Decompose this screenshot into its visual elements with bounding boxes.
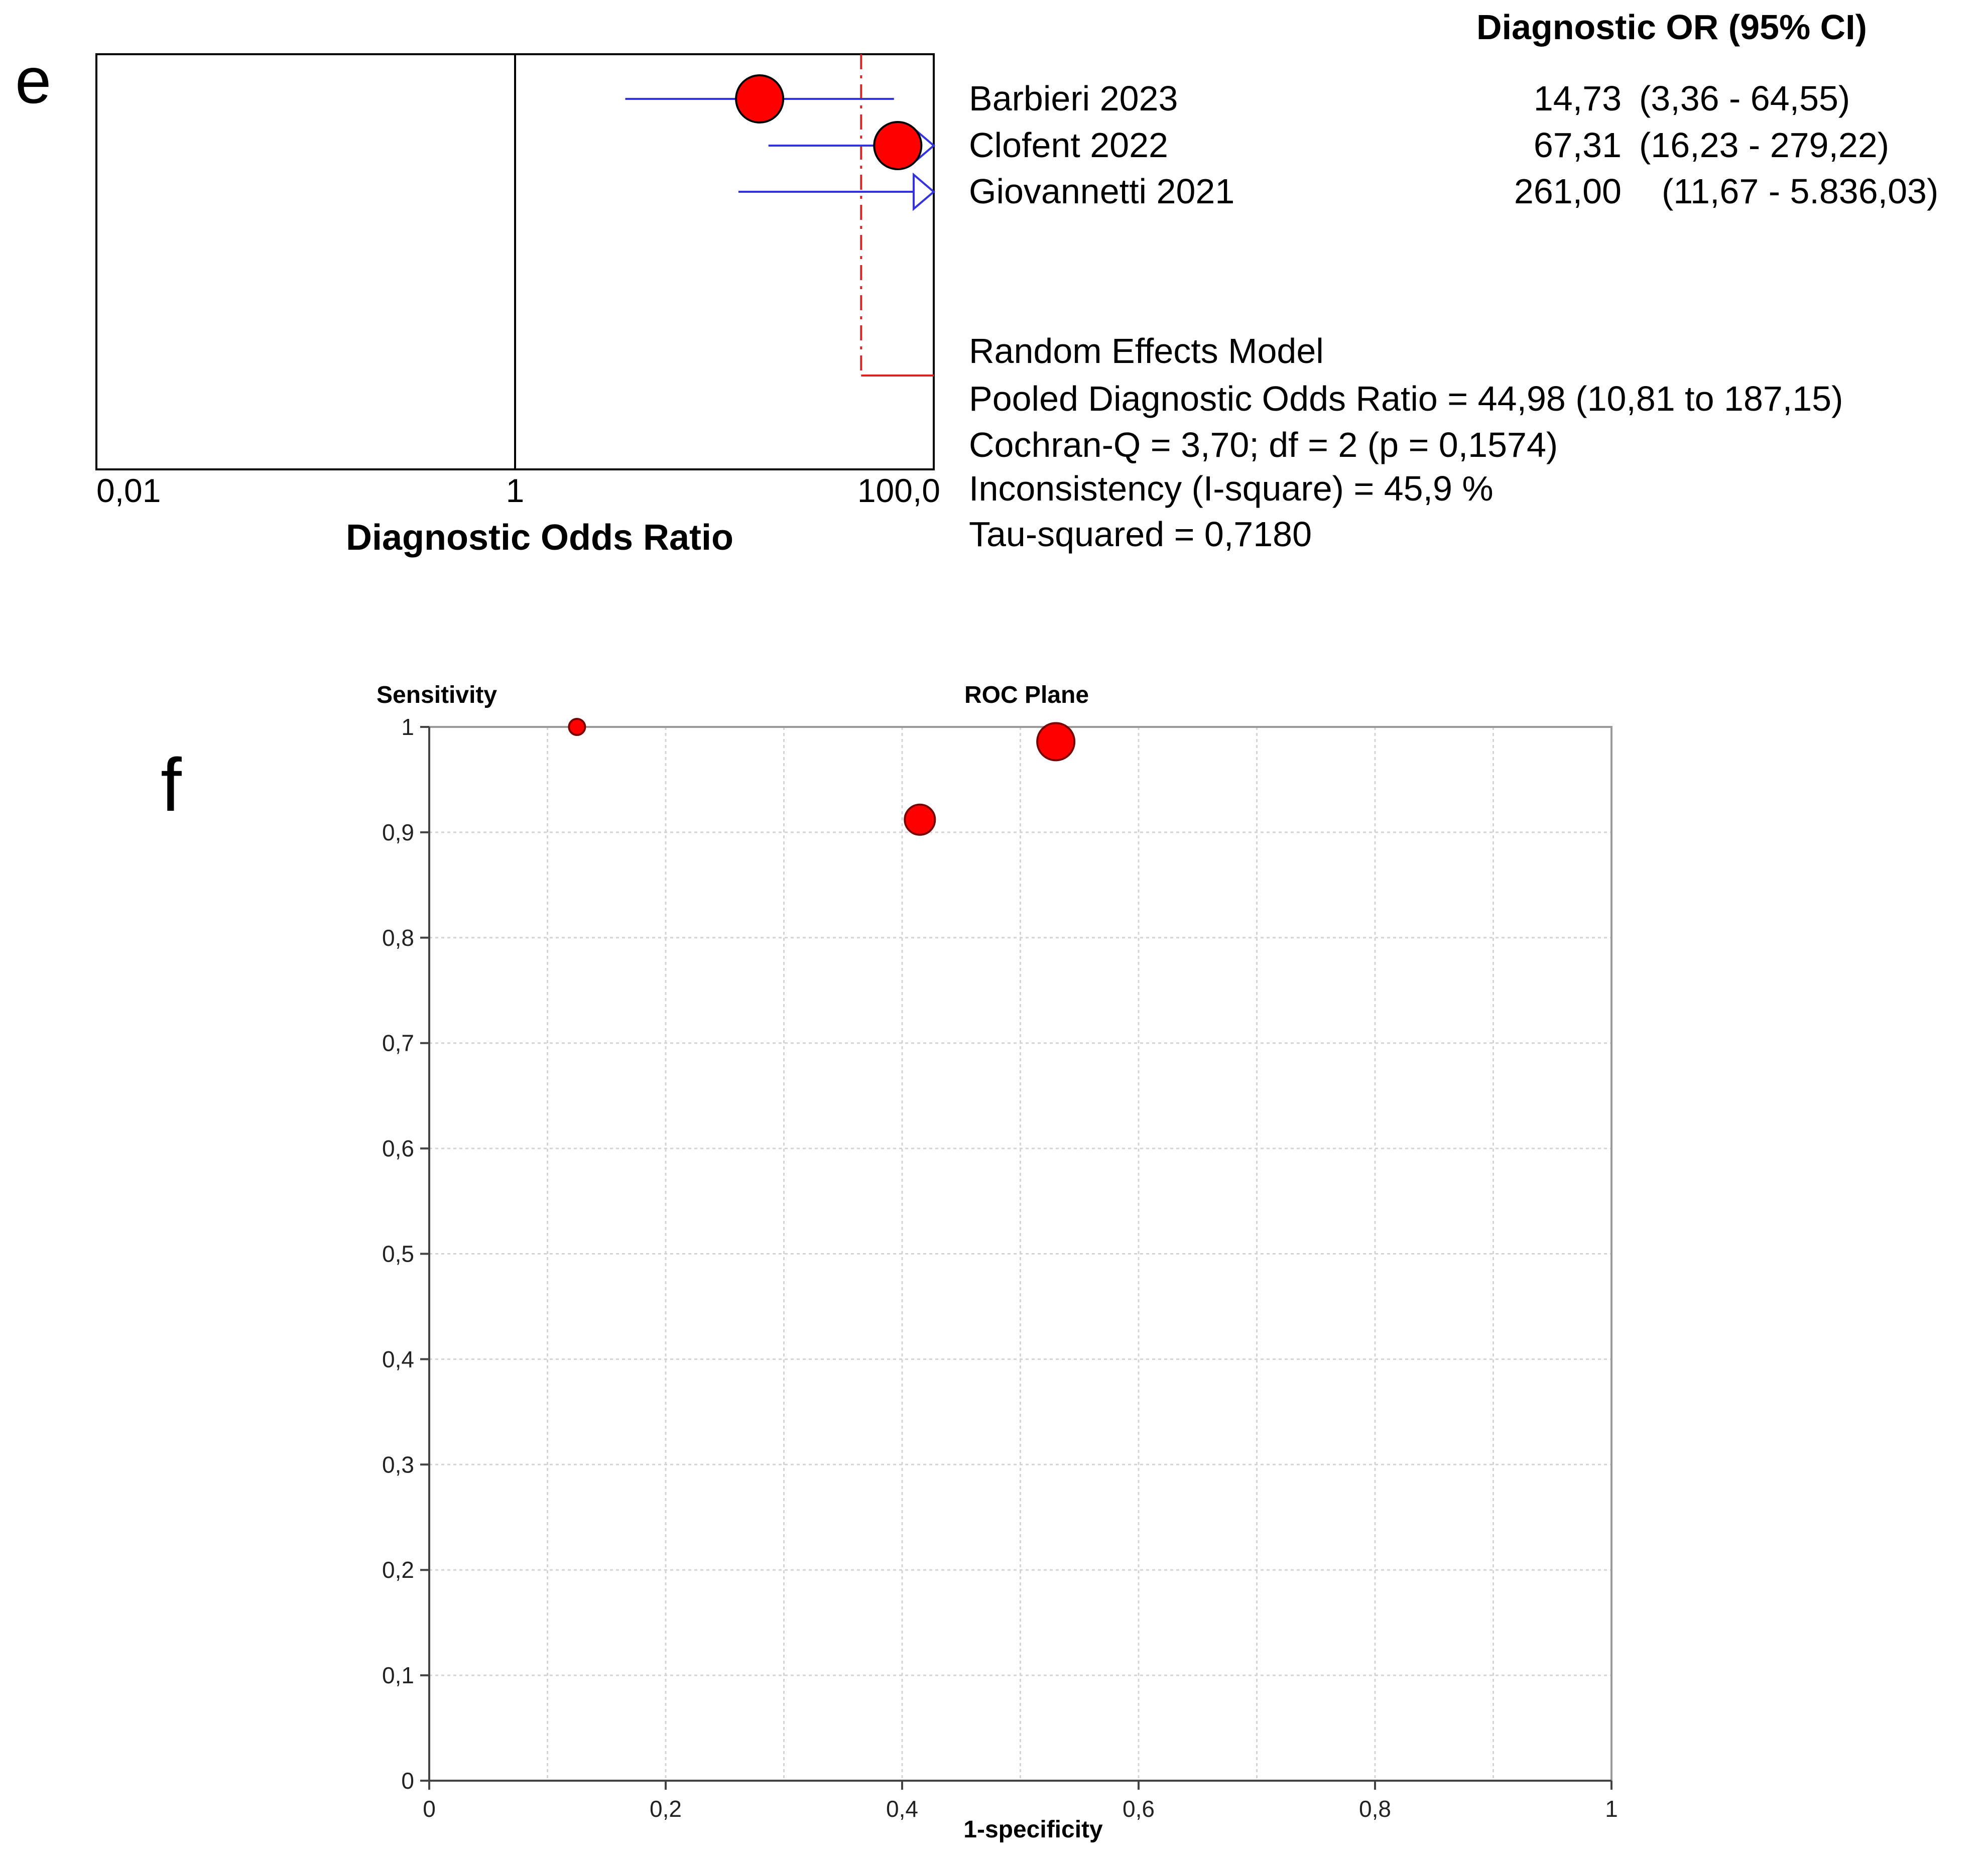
study-ci-value: (16,23 - 279,22)	[1639, 126, 1889, 165]
tau-squared-text: Tau-squared = 0,7180	[969, 515, 1312, 554]
study-or-value: 14,73	[1534, 79, 1622, 118]
roc-y-tick-label: 0,1	[382, 1662, 414, 1688]
roc-y-tick-label: 0,3	[382, 1451, 414, 1477]
study-label: Clofent 2022	[969, 126, 1168, 165]
roc-x-axis-label: 1-specificity	[963, 1816, 1103, 1843]
study-or-value: 261,00	[1514, 172, 1622, 211]
roc-y-tick-label: 0,5	[382, 1241, 414, 1267]
model-title: Random Effects Model	[969, 331, 1324, 370]
roc-study-points	[568, 718, 1076, 836]
roc-y-axis-label: Sensitivity	[377, 682, 497, 708]
roc-study-point	[568, 718, 586, 736]
roc-study-point	[1036, 722, 1076, 762]
study-label: Giovannetti 2021	[969, 172, 1234, 211]
forest-x-axis-title: Diagnostic Odds Ratio	[346, 518, 733, 558]
study-or-value: 67,31	[1534, 126, 1622, 165]
ci-clipped-arrow	[913, 172, 936, 211]
forest-plot-panel: e Diagnostic OR (95% CI) 0,01 1 100,0 Di…	[15, 8, 1938, 558]
roc-study-point	[904, 803, 936, 836]
roc-x-tick-label: 0,2	[650, 1796, 682, 1822]
roc-x-tick-label: 0	[423, 1796, 436, 1822]
roc-y-tick-label: 0,2	[382, 1557, 414, 1583]
roc-axis-ticks: 0 0,1 0,2 0,3 0,4 0,5 0,6 0,7 0,8 0,9 1 0 0,2 0,4 0,6 0…	[382, 714, 1618, 1822]
roc-x-tick-label: 1	[1605, 1796, 1618, 1822]
cochran-q-text: Cochran-Q = 3,70; df = 2 (p = 0,1574)	[969, 425, 1558, 464]
roc-x-tick-label: 0,6	[1123, 1796, 1155, 1822]
panel-e-letter: e	[15, 44, 51, 117]
forest-tick-label-2: 100,0	[857, 472, 940, 509]
roc-title: ROC Plane	[964, 682, 1089, 708]
study-estimate-marker	[735, 74, 785, 123]
pooled-dor-text: Pooled Diagnostic Odds Ratio = 44,98 (10…	[969, 379, 1843, 418]
forest-study-rows: Barbieri 2023 14,73 (3,36 - 64,55) Clofent …	[969, 79, 1938, 211]
panel-f-letter: f	[161, 742, 182, 827]
study-estimate-marker	[873, 121, 923, 170]
roc-y-tick-label: 0,8	[382, 925, 414, 951]
roc-plane-panel: f ROC Plane Sensitivity 1-specificity 00…	[161, 682, 1618, 1843]
forest-tick-label-1: 1	[506, 472, 525, 509]
study-ci-value: (11,67 - 5.836,03)	[1662, 172, 1938, 211]
roc-y-tick-label: 1	[401, 714, 414, 740]
or-column-header: Diagnostic OR (95% CI)	[1476, 8, 1867, 47]
roc-x-tick-label: 0,4	[886, 1796, 918, 1822]
forest-study-marks	[625, 74, 936, 211]
roc-y-tick-label: 0,7	[382, 1030, 414, 1056]
roc-y-tick-label: 0,9	[382, 819, 414, 845]
study-label: Barbieri 2023	[969, 79, 1178, 118]
roc-y-tick-label: 0,4	[382, 1346, 414, 1372]
roc-y-tick-label: 0	[401, 1768, 414, 1794]
roc-grid	[429, 727, 1611, 1781]
roc-x-tick-label: 0,8	[1359, 1796, 1391, 1822]
forest-tick-label-0: 0,01	[96, 472, 161, 509]
inconsistency-text: Inconsistency (I-square) = 45,9 %	[969, 469, 1494, 508]
study-ci-value: (3,36 - 64,55)	[1639, 79, 1850, 118]
roc-y-tick-label: 0,6	[382, 1136, 414, 1162]
